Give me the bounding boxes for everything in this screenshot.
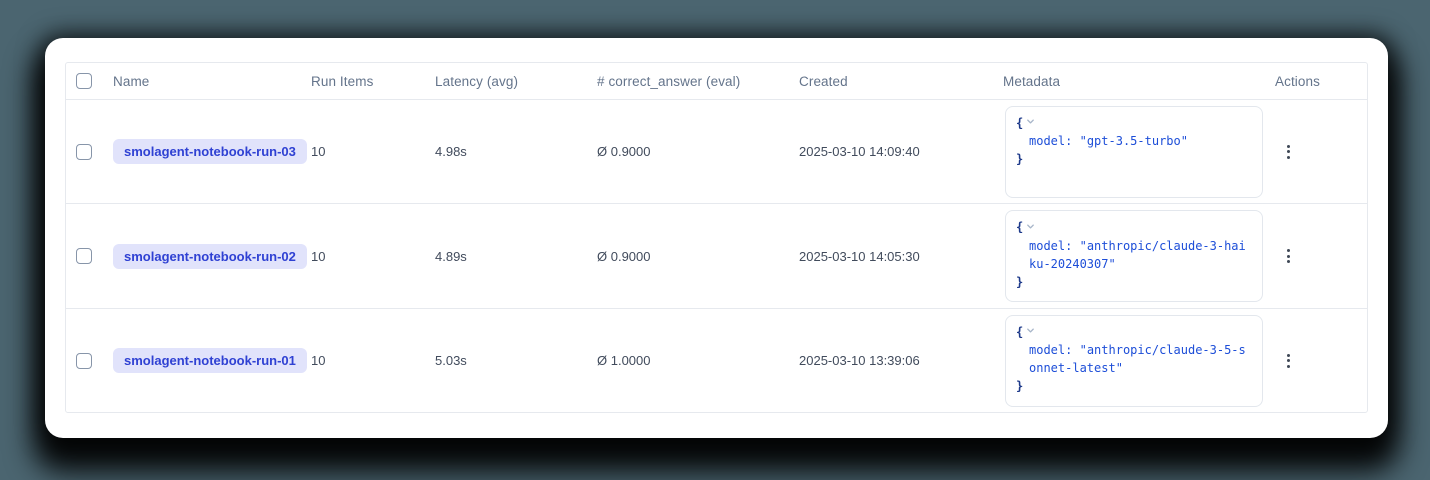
run-name-cell: smolagent-notebook-run-03 bbox=[103, 139, 307, 164]
latency-cell: 4.89s bbox=[435, 248, 467, 264]
json-open-line: { bbox=[1016, 218, 1252, 237]
column-header-run-items: Run Items bbox=[311, 73, 374, 89]
metadata-cell: { model: "anthropic/claude-3-5-sonnet-la… bbox=[993, 314, 1265, 407]
latency-cell: 5.03s bbox=[435, 353, 467, 368]
json-close-line: } bbox=[1016, 379, 1024, 393]
column-header-correct-answer-eval: # correct_answer (eval) bbox=[597, 73, 741, 89]
chevron-down-icon[interactable] bbox=[1025, 219, 1036, 237]
metadata-json-viewer: { model: "anthropic/claude-3-haiku-20240… bbox=[1005, 210, 1263, 302]
metadata-cell: { model: "anthropic/claude-3-haiku-20240… bbox=[993, 210, 1265, 302]
kebab-menu-icon[interactable] bbox=[1279, 246, 1297, 266]
run-items-cell: 10 bbox=[311, 353, 326, 368]
correct-answer-eval-cell: Ø 0.9000 bbox=[597, 248, 651, 264]
row-select-cell bbox=[66, 143, 103, 160]
json-close-line: } bbox=[1016, 274, 1024, 289]
table-header-row: Name Run Items Latency (avg) # correct_a… bbox=[66, 63, 1367, 100]
run-items-cell: 10 bbox=[311, 248, 326, 264]
json-body: model: "gpt-3.5-turbo" bbox=[1029, 134, 1188, 148]
runs-card: Name Run Items Latency (avg) # correct_a… bbox=[45, 38, 1388, 438]
column-header-created: Created bbox=[799, 73, 848, 89]
run-name-badge[interactable]: smolagent-notebook-run-03 bbox=[113, 139, 307, 164]
kebab-menu-icon[interactable] bbox=[1279, 142, 1297, 162]
correct-answer-eval-cell: Ø 1.0000 bbox=[597, 353, 651, 368]
actions-cell bbox=[1265, 351, 1367, 371]
run-name-badge[interactable]: smolagent-notebook-run-01 bbox=[113, 348, 307, 373]
json-body: model: "anthropic/claude-3-haiku-2024030… bbox=[1029, 238, 1246, 271]
row-checkbox[interactable] bbox=[76, 352, 92, 369]
metadata-json-viewer: { model: "anthropic/claude-3-5-sonnet-la… bbox=[1005, 314, 1263, 407]
row-checkbox[interactable] bbox=[76, 248, 92, 264]
metadata-cell: { model: "gpt-3.5-turbo" } bbox=[993, 105, 1265, 198]
table-row: smolagent-notebook-run-03 10 4.98s Ø 0.9… bbox=[66, 100, 1367, 204]
run-name-cell: smolagent-notebook-run-02 bbox=[103, 243, 307, 269]
json-body: model: "anthropic/claude-3-5-sonnet-late… bbox=[1029, 343, 1246, 375]
row-checkbox[interactable] bbox=[76, 143, 92, 160]
created-cell: 2025-03-10 14:09:40 bbox=[799, 144, 920, 159]
column-header-actions: Actions bbox=[1275, 73, 1320, 89]
runs-table: Name Run Items Latency (avg) # correct_a… bbox=[65, 62, 1368, 413]
column-header-metadata: Metadata bbox=[1003, 73, 1061, 89]
row-select-cell bbox=[66, 248, 103, 264]
select-all-checkbox[interactable] bbox=[76, 73, 92, 89]
json-open-line: { bbox=[1016, 114, 1252, 133]
latency-cell: 4.98s bbox=[435, 144, 467, 159]
correct-answer-eval-cell: Ø 0.9000 bbox=[597, 144, 651, 159]
run-items-cell: 10 bbox=[311, 144, 326, 159]
column-header-name: Name bbox=[113, 73, 150, 89]
table-row: smolagent-notebook-run-02 10 4.89s Ø 0.9… bbox=[66, 204, 1367, 309]
table-row: smolagent-notebook-run-01 10 5.03s Ø 1.0… bbox=[66, 309, 1367, 412]
select-all-cell bbox=[66, 73, 103, 89]
kebab-menu-icon[interactable] bbox=[1279, 351, 1297, 371]
json-close-line: } bbox=[1016, 152, 1024, 166]
json-open-line: { bbox=[1016, 323, 1252, 342]
chevron-down-icon[interactable] bbox=[1025, 114, 1036, 132]
actions-cell bbox=[1265, 142, 1367, 162]
column-header-latency: Latency (avg) bbox=[435, 73, 519, 89]
actions-cell bbox=[1265, 246, 1367, 266]
chevron-down-icon[interactable] bbox=[1025, 323, 1036, 341]
created-cell: 2025-03-10 14:05:30 bbox=[799, 248, 920, 264]
run-name-cell: smolagent-notebook-run-01 bbox=[103, 348, 307, 373]
row-select-cell bbox=[66, 352, 103, 369]
created-cell: 2025-03-10 13:39:06 bbox=[799, 353, 920, 368]
metadata-json-viewer: { model: "gpt-3.5-turbo" } bbox=[1005, 105, 1263, 198]
run-name-badge[interactable]: smolagent-notebook-run-02 bbox=[113, 243, 307, 269]
